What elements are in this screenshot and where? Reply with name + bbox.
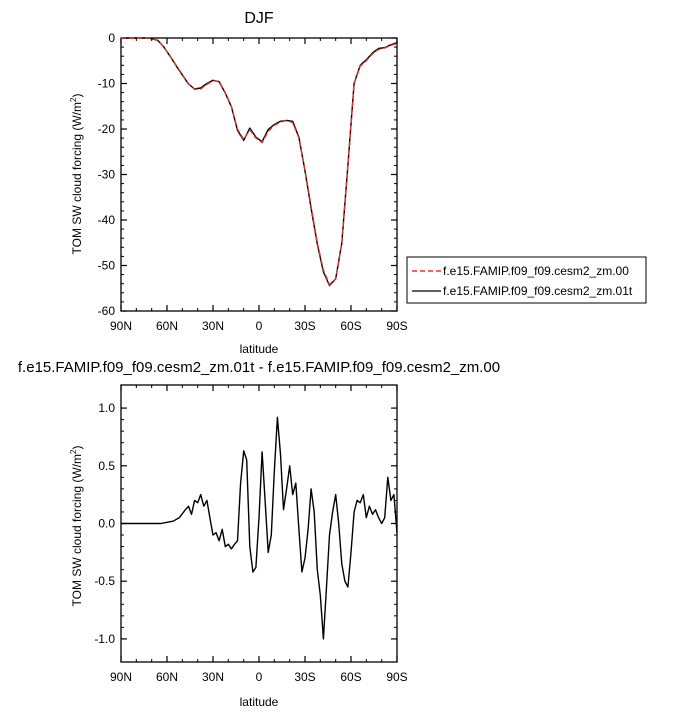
bottom-x-tick-label: 60S xyxy=(340,670,361,684)
top-series-line-1 xyxy=(121,37,398,287)
bottom-x-tick-label: 0 xyxy=(256,670,263,684)
bottom-chart: 1.0 0.5 0.0 -0.5 -1.0 90N 60N 30N 0 30S 60S 90S la… xyxy=(69,384,408,709)
bottom-x-tick-label: 30N xyxy=(202,670,224,684)
legend-label-series-1: f.e15.FAMIP.f09_f09.cesm2_zm.01t xyxy=(443,284,633,298)
top-x-tick-label: 0 xyxy=(256,319,263,333)
bottom-y-tick-label: -0.5 xyxy=(94,574,115,588)
legend: f.e15.FAMIP.f09_f09.cesm2_zm.00 f.e15.FA… xyxy=(406,256,647,304)
bottom-x-tick-label: 90N xyxy=(110,670,132,684)
bottom-x-axis-label: latitude xyxy=(240,695,279,709)
top-x-axis-label: latitude xyxy=(240,342,279,356)
bottom-x-tick-label: 90S xyxy=(386,670,407,684)
top-chart: 0-10-20-30-40-50-60 90N 60N 30N 0 30S 60S 90S … xyxy=(69,31,408,356)
bottom-series-layer xyxy=(121,416,398,640)
bottom-y-axis: 1.0 0.5 0.0 -0.5 -1.0 xyxy=(94,401,397,646)
bottom-series-line-0 xyxy=(121,416,398,640)
top-y-tick-label: -30 xyxy=(98,168,116,182)
bottom-x-axis: 90N 60N 30N 0 30S 60S 90S xyxy=(110,385,408,684)
top-x-tick-label: 60S xyxy=(340,319,361,333)
top-x-tick-label: 30N xyxy=(202,319,224,333)
top-series-line-0 xyxy=(121,37,398,286)
top-x-tick-label: 30S xyxy=(294,319,315,333)
bottom-y-tick-label: 1.0 xyxy=(98,401,115,415)
top-y-tick-label: -40 xyxy=(98,213,116,227)
top-y-tick-label: -10 xyxy=(98,77,116,91)
bottom-y-tick-label: 0.5 xyxy=(98,459,115,473)
legend-label-series-0: f.e15.FAMIP.f09_f09.cesm2_zm.00 xyxy=(443,264,629,278)
top-y-tick-label: -20 xyxy=(98,122,116,136)
bottom-x-tick-label: 60N xyxy=(156,670,178,684)
legend-box xyxy=(406,256,647,304)
top-x-tick-label: 60N xyxy=(156,319,178,333)
bottom-y-tick-label: -1.0 xyxy=(94,632,115,646)
top-x-axis: 90N 60N 30N 0 30S 60S 90S xyxy=(110,38,408,333)
top-y-tick-label: 0 xyxy=(108,31,115,45)
bottom-y-axis-label: TOM SW cloud forcing (W/m2) xyxy=(69,446,84,607)
bottom-x-tick-label: 30S xyxy=(294,670,315,684)
top-y-axis: 0 -10 -20 -30 -40 -50 -60 xyxy=(98,31,397,318)
top-x-tick-label: 90S xyxy=(386,319,407,333)
top-y-tick-label: -60 xyxy=(98,304,116,318)
top-chart-title: DJF xyxy=(244,10,274,27)
bottom-y-tick-label: 0.0 xyxy=(98,517,115,531)
bottom-chart-title: f.e15.FAMIP.f09_f09.cesm2_zm.01t - f.e15… xyxy=(18,359,500,376)
top-y-axis-label: TOM SW cloud forcing (W/m2) xyxy=(69,94,84,255)
top-x-tick-label: 90N xyxy=(110,319,132,333)
top-series-layer xyxy=(121,37,398,287)
top-y-tick-label: -50 xyxy=(98,259,116,273)
